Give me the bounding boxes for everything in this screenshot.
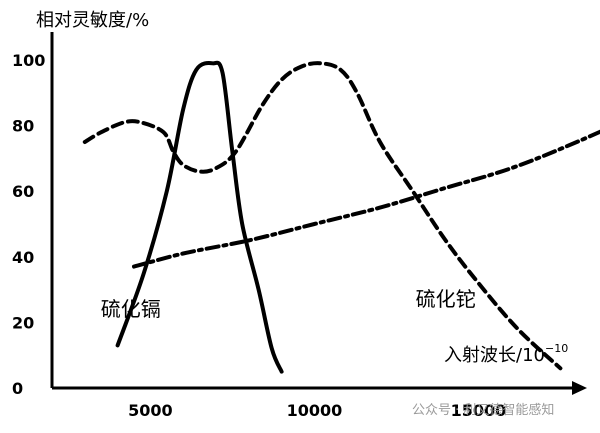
x-axis-title-base: 10 xyxy=(522,345,545,366)
series-label-1: 硫化铊 xyxy=(416,287,476,311)
x-axis-title-exponent: −10 xyxy=(545,342,568,355)
series-line-0 xyxy=(115,60,284,374)
y-tick-label: 0 xyxy=(12,379,23,398)
y-tick-label: 40 xyxy=(12,248,34,267)
x-tick-label: 10000 xyxy=(287,401,343,420)
y-tick-label: 80 xyxy=(12,117,34,136)
tick-labels: 500010000150002000025000020406080100 xyxy=(12,51,507,420)
series-line-2 xyxy=(132,129,600,269)
x-axis-arrow-icon xyxy=(572,381,587,395)
watermark-text: 公众号 · 利又德智能感知 xyxy=(412,402,554,418)
y-axis-title: 相对灵敏度/% xyxy=(36,10,149,31)
x-axis-title: 入射波长/10−10 xyxy=(444,342,568,366)
x-tick-label: 15000 xyxy=(451,401,507,420)
x-axis-title-main: 入射波长/ xyxy=(444,345,523,366)
series-line-1 xyxy=(82,61,563,371)
x-tick-label: 5000 xyxy=(128,401,173,420)
y-tick-label: 60 xyxy=(12,182,34,201)
series-lines xyxy=(82,60,600,374)
y-tick-label: 100 xyxy=(12,51,45,70)
series-label-0: 硫化镉 xyxy=(101,297,161,321)
y-tick-label: 20 xyxy=(12,313,34,332)
series-labels: 硫化镉硫化铊硫化铅 xyxy=(101,287,476,321)
